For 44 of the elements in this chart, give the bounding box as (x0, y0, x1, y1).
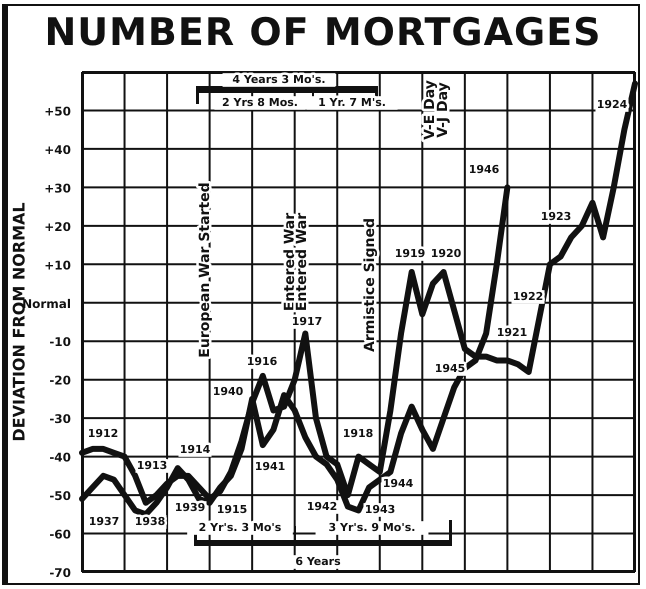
annotation: 1924 (596, 98, 628, 112)
annotation: 1937 (88, 515, 120, 528)
y-tick-label: +10 (44, 258, 71, 272)
annotation: 1921 (496, 326, 528, 340)
annotation: 1917 (292, 315, 322, 328)
annotation: 1940 (212, 385, 244, 398)
annotation: 1918 (342, 427, 374, 440)
annotation: 4 Years 3 Mo's. (232, 73, 326, 86)
annotation: 1945 (434, 362, 466, 376)
annotation: 1913 (136, 459, 168, 472)
annotation: 1941 (254, 460, 286, 474)
annotation: 1942 (306, 500, 338, 514)
annotation: European War Started (196, 182, 213, 358)
annotation: 1920 (430, 247, 462, 260)
annotation: 1919 (394, 247, 426, 260)
chart-title: NUMBER OF MORTGAGES (43, 10, 603, 54)
y-tick-label: -50 (49, 489, 71, 504)
annotation: 6 Years (295, 555, 342, 568)
annotation: 1 Yr. 7 M's. (318, 96, 386, 110)
annotation: 1943 (364, 503, 396, 516)
y-tick-label: +50 (44, 104, 71, 118)
annotation: 1915 (216, 503, 248, 516)
y-tick-label: -60 (49, 528, 71, 542)
annotation: V-E Day (422, 80, 438, 140)
annotation: 2 Yr's. 3 Mo's (198, 521, 282, 534)
y-tick-label: -30 (49, 412, 71, 426)
y-tick-label: +20 (44, 220, 71, 234)
annotation: 1946 (468, 163, 500, 176)
annotation: 1939 (174, 501, 206, 514)
y-tick-label: -20 (49, 374, 71, 388)
annotation: 1922 (512, 290, 544, 304)
annotation: 2 Yrs 8 Mos. (222, 96, 298, 110)
y-tick-label: +40 (44, 142, 71, 157)
annotation: 1912 (88, 427, 118, 440)
annotation: 1944 (382, 477, 414, 490)
y-tick-label: -10 (49, 335, 71, 350)
y-tick-label: -40 (49, 450, 71, 465)
annotation: 3 Yr's. 9 Mo's. (328, 521, 416, 534)
annotation: 1914 (180, 443, 211, 456)
annotation: 1916 (246, 355, 278, 368)
annotation: 1938 (134, 515, 166, 528)
y-tick-label: +30 (44, 181, 71, 196)
annotation: 1923 (540, 210, 572, 224)
y-tick-label: -70 (49, 566, 71, 580)
